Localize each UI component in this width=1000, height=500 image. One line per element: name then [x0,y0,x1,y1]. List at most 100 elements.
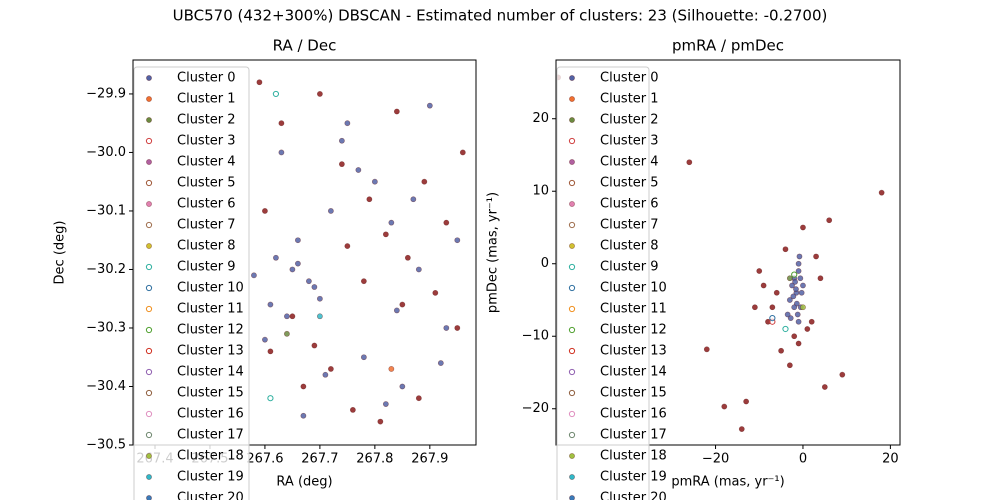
legend-label: Cluster 5 [177,176,236,191]
legend-marker [569,159,575,165]
legend-box [133,66,250,500]
point [267,395,274,402]
legend-marker [146,201,152,207]
y-tick-label: −30.4 [86,379,126,394]
legend-label: Cluster 6 [177,197,236,212]
legend-label: Cluster 0 [600,71,659,86]
axes-frame [132,59,477,446]
x-axis-label: pmRA (mas, yr⁻¹) [671,475,784,490]
point [349,406,356,413]
y-tick-label: −30.5 [86,438,126,453]
point [251,272,257,279]
point [300,383,307,390]
legend-marker [146,453,152,459]
legend-marker [568,326,576,334]
point [432,289,439,296]
legend-label: Cluster 4 [177,155,236,170]
legend-marker [145,221,153,229]
y-axis-label: Dec (deg) [53,221,68,285]
point [800,304,806,311]
point [295,237,301,244]
point [813,253,819,260]
legend-label: Cluster 7 [177,218,236,233]
point [355,167,362,173]
point [443,219,450,226]
point [791,271,798,278]
legend-label: Cluster 11 [600,302,667,317]
legend-label: Cluster 20 [177,491,244,500]
point [393,307,400,314]
point [686,159,693,166]
legend-marker [568,284,576,292]
y-tick-label: −10 [522,329,549,344]
point [360,278,367,285]
legend-marker [145,263,153,271]
legend-marker [145,284,153,292]
legend-marker [146,159,152,165]
legend-marker [145,389,153,397]
legend-label: Cluster 12 [177,323,244,338]
y-tick-label: 20 [532,111,549,126]
point [769,304,776,311]
y-tick-label: −20 [522,401,549,416]
x-tick-label: 20 [882,452,899,467]
point [284,330,290,337]
point [305,278,312,285]
point [789,282,795,289]
legend-marker [569,474,575,480]
legend-label: Cluster 0 [177,71,236,86]
legend-label: Cluster 12 [600,323,667,338]
point [786,362,793,369]
point [821,384,828,390]
point [267,348,274,355]
point [786,275,793,282]
y-tick-label: −30.3 [86,320,126,335]
legend-label: Cluster 4 [600,155,659,170]
x-tick-label: 267.7 [301,452,338,467]
legend-label: Cluster 2 [600,113,659,128]
point [795,268,802,274]
legend-label: Cluster 7 [600,218,659,233]
point [791,304,798,311]
point [278,120,285,127]
point [267,301,274,308]
point [826,217,833,224]
legend-marker [569,96,575,102]
legend-marker [145,431,153,439]
legend-label: Cluster 15 [600,386,667,401]
x-tick-label: −20 [702,452,729,467]
legend-label: Cluster 19 [600,470,667,485]
point [790,293,797,300]
legend-label: Cluster 11 [177,302,244,317]
point [751,304,758,311]
axes-title: RA / Dec [273,37,337,55]
legend-marker [568,431,576,439]
point [393,108,400,115]
point [344,120,351,127]
point [797,275,804,282]
legend-label: Cluster 10 [600,281,667,296]
legend-label: Cluster 2 [177,113,236,128]
legend-label: Cluster 16 [177,407,244,422]
legend-label: Cluster 9 [177,260,236,275]
legend-marker [145,326,153,334]
legend-marker [145,137,153,145]
point [262,336,268,343]
point [415,395,422,402]
legend-label: Cluster 13 [600,344,667,359]
point [782,246,789,253]
legend-label: Cluster 18 [600,449,667,464]
point [300,412,307,419]
point [316,91,323,97]
point [399,383,406,390]
legend-marker [568,305,576,313]
x-tick-label: 267.6 [246,452,283,467]
legend-label: Cluster 9 [600,260,659,275]
legend-marker [146,75,152,81]
legend-label: Cluster 8 [600,239,659,254]
legend-label: Cluster 20 [600,491,667,500]
point [778,347,785,354]
point [800,224,806,231]
point [388,366,395,372]
legend-marker [568,347,576,355]
